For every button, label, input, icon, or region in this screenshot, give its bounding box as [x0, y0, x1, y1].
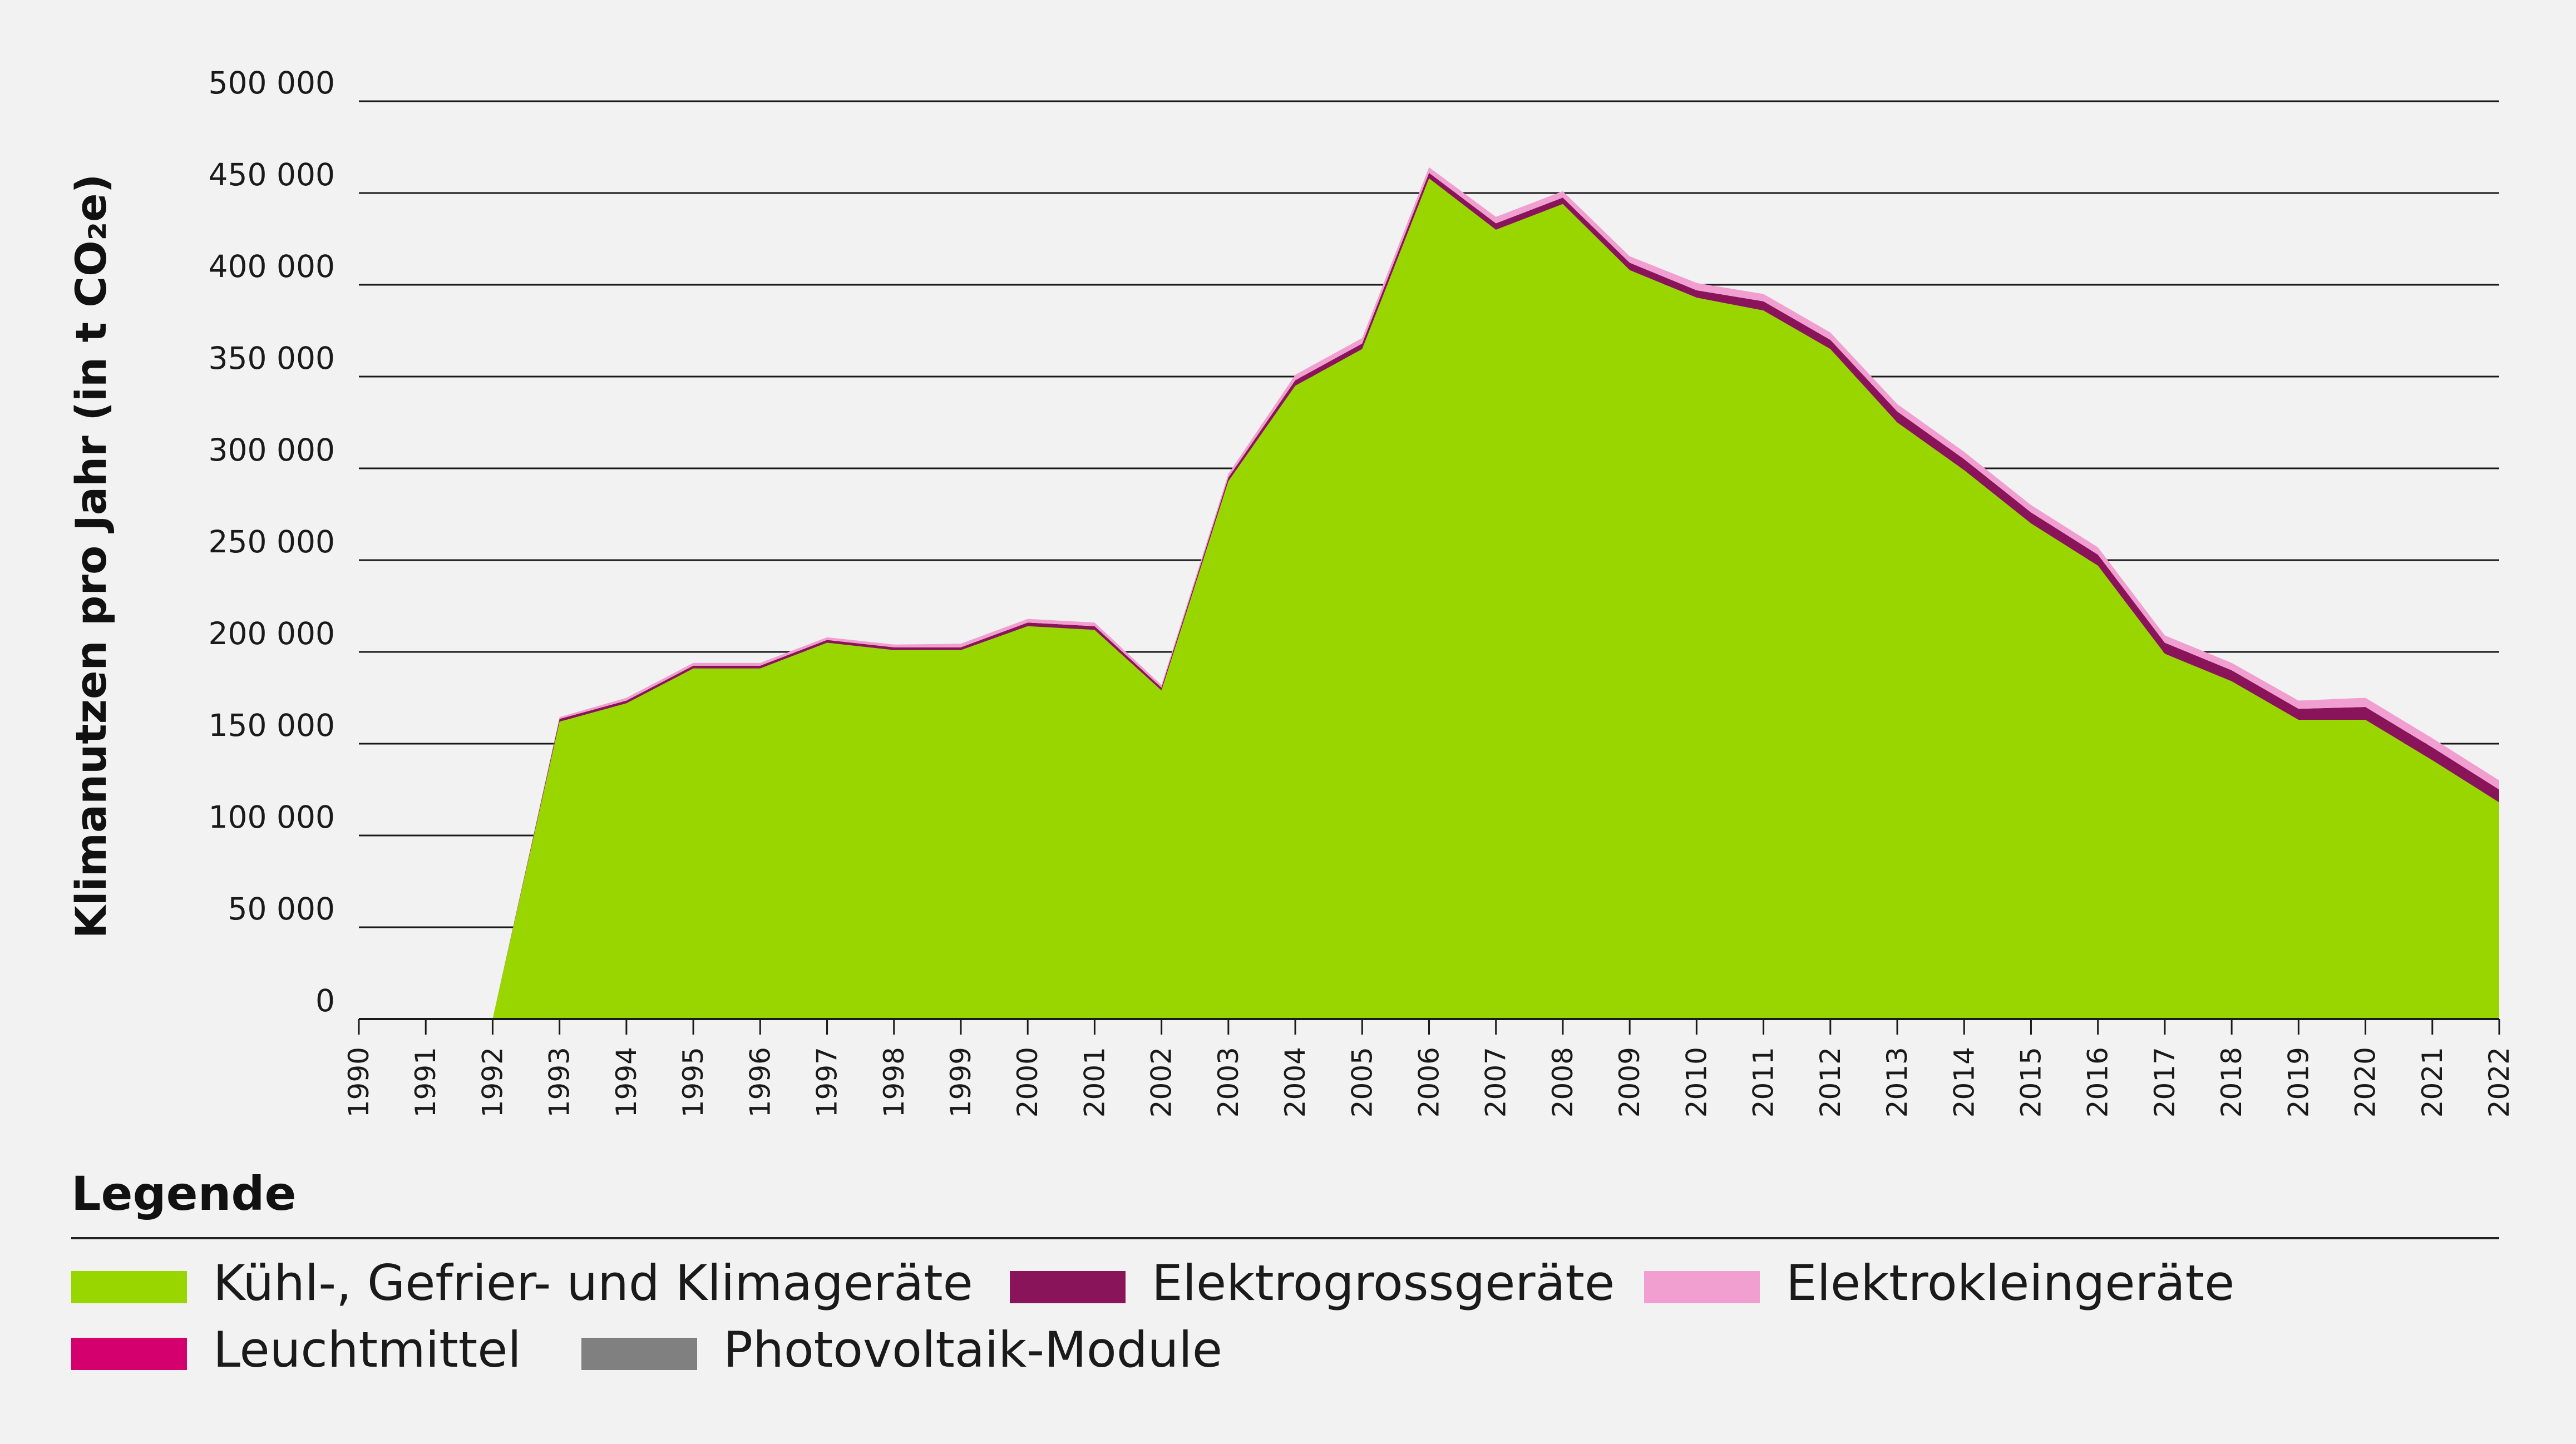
legend-item: Elektrokleingeräte	[1644, 1254, 2234, 1312]
x-tick-label: 2009	[1613, 1047, 1646, 1117]
x-tick-label: 2008	[1547, 1047, 1579, 1117]
x-tick-label: 2013	[1881, 1047, 1913, 1117]
x-tick-label: 2012	[1814, 1047, 1847, 1117]
x-tick-label: 2004	[1279, 1047, 1311, 1117]
y-axis-ticks: 0 50 000 100 000 150 000 200 000 250 000 300 0…	[209, 65, 335, 1018]
legend-label: Elektrogrossgeräte	[1152, 1254, 1615, 1312]
x-tick-label: 2011	[1748, 1047, 1780, 1117]
legend-label: Photovoltaik-Module	[723, 1321, 1222, 1378]
legend-label: Elektrokleingeräte	[1786, 1254, 2234, 1312]
x-tick-label: 2015	[2015, 1047, 2047, 1117]
y-axis-label: Klimanutzen pro Jahr (in t CO₂e)	[66, 174, 116, 939]
y-tick-label: 500 000	[209, 65, 335, 101]
y-tick-label: 350 000	[209, 340, 335, 376]
legend-label: Leuchtmittel	[213, 1321, 521, 1378]
x-tick-label: 2021	[2416, 1047, 2449, 1117]
legend-swatch	[581, 1338, 697, 1370]
legend-swatch	[1010, 1271, 1126, 1303]
x-tick-label: 2022	[2483, 1047, 2515, 1117]
legend-swatch	[71, 1338, 187, 1370]
y-tick-label: 300 000	[209, 432, 335, 468]
x-tick-label: 2000	[1011, 1047, 1044, 1117]
x-tick-label: 2019	[2282, 1047, 2315, 1117]
x-tick-label: 1996	[744, 1047, 776, 1117]
x-tick-label: 1997	[811, 1047, 843, 1117]
x-tick-label: 2005	[1346, 1047, 1378, 1117]
y-tick-label: 150 000	[209, 708, 335, 743]
x-axis-ticks: 1990 1991 1992 1993 1994 1995 1996 1997 1998 1999…	[343, 1019, 2515, 1117]
x-tick-label: 2014	[1948, 1047, 1980, 1117]
x-tick-label: 1993	[544, 1047, 576, 1117]
legend-label: Kühl-, Gefrier- und Klimageräte	[213, 1254, 973, 1312]
y-tick-label: 250 000	[209, 524, 335, 560]
legend-title: Legende	[71, 1166, 297, 1221]
legend-swatch	[1644, 1271, 1760, 1303]
series-area	[359, 178, 2499, 1020]
x-tick-label: 1994	[610, 1047, 643, 1117]
x-tick-label: 1998	[878, 1047, 910, 1117]
legend-item: Photovoltaik-Module	[581, 1321, 1222, 1378]
legend-item: Kühl-, Gefrier- und Klimageräte	[71, 1254, 973, 1312]
x-tick-label: 2003	[1212, 1047, 1245, 1117]
legend-item: Elektrogrossgeräte	[1010, 1254, 1615, 1312]
x-tick-label: 2002	[1146, 1047, 1178, 1117]
legend: Kühl-, Gefrier- und Klimageräte Elektrogr…	[71, 1254, 2234, 1378]
x-tick-label: 2007	[1480, 1047, 1512, 1117]
y-tick-label: 400 000	[209, 249, 335, 284]
y-tick-label: 50 000	[228, 891, 335, 927]
x-tick-label: 1995	[677, 1047, 709, 1117]
x-tick-label: 2017	[2149, 1047, 2181, 1117]
x-tick-label: 1992	[476, 1047, 509, 1117]
y-tick-label: 0	[315, 983, 335, 1018]
legend-swatch	[71, 1271, 187, 1303]
x-tick-label: 2018	[2215, 1047, 2248, 1117]
x-tick-label: 2006	[1413, 1047, 1445, 1117]
x-tick-label: 2001	[1078, 1047, 1111, 1117]
x-tick-label: 2010	[1680, 1047, 1713, 1117]
legend-item: Leuchtmittel	[71, 1321, 521, 1378]
x-tick-label: 2020	[2350, 1047, 2382, 1117]
y-tick-label: 100 000	[209, 799, 335, 835]
x-tick-label: 1990	[343, 1047, 375, 1117]
x-tick-label: 1999	[945, 1047, 977, 1117]
plot-areas	[359, 167, 2499, 1020]
x-tick-label: 1991	[409, 1047, 442, 1117]
y-tick-label: 450 000	[209, 157, 335, 192]
x-tick-label: 2016	[2082, 1047, 2114, 1117]
y-tick-label: 200 000	[209, 616, 335, 651]
